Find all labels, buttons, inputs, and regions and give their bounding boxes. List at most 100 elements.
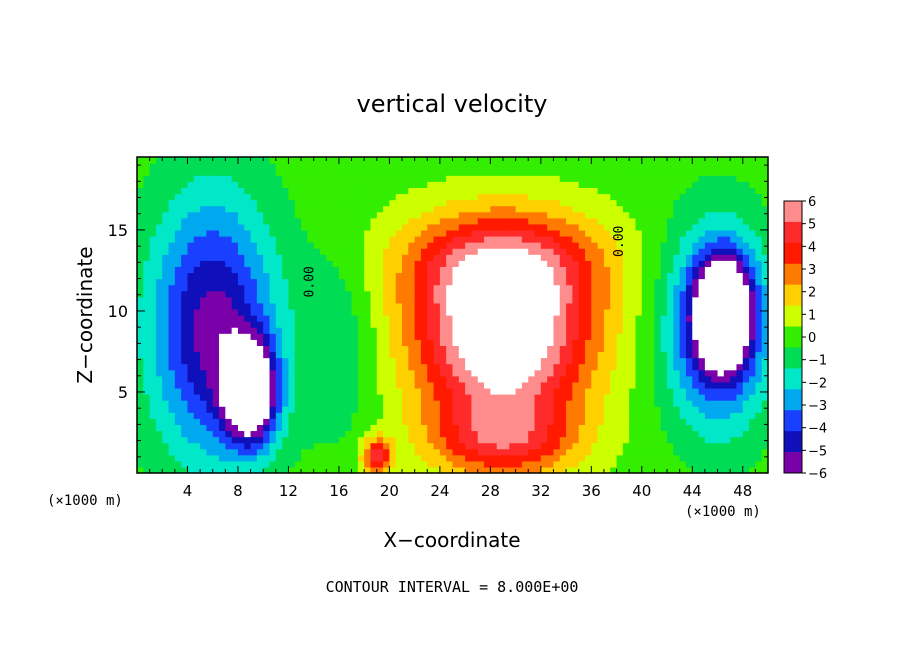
field-cell: [219, 278, 226, 286]
field-cell: [654, 412, 662, 419]
field-cell: [206, 321, 214, 328]
field-cell: [244, 308, 252, 316]
field-cell: [667, 454, 674, 462]
field-cell: [206, 345, 214, 353]
field-cell: [698, 351, 706, 359]
field-cell: [319, 448, 327, 456]
field-cell: [439, 387, 447, 395]
field-cell: [282, 387, 290, 395]
field-cell: [219, 199, 226, 207]
field-cell: [155, 454, 163, 462]
field-cell: [509, 175, 517, 182]
field-cell: [496, 339, 504, 346]
field-cell: [326, 211, 334, 219]
field-cell: [484, 357, 491, 365]
field-cell: [357, 157, 365, 164]
field-cell: [471, 308, 479, 316]
field-cell: [566, 375, 573, 383]
field-cell: [616, 211, 624, 219]
field-cell: [673, 315, 681, 322]
field-cell: [307, 296, 315, 304]
field-cell: [200, 157, 208, 164]
field-cell: [515, 442, 523, 450]
field-cell: [319, 211, 327, 219]
field-cell: [338, 418, 346, 425]
field-cell: [616, 266, 624, 274]
field-cell: [635, 211, 643, 219]
field-cell: [723, 175, 731, 182]
field-cell: [389, 321, 397, 328]
field-cell: [338, 181, 346, 188]
field-cell: [351, 315, 359, 322]
field-cell: [269, 181, 277, 188]
field-cell: [439, 278, 447, 286]
field-cell: [212, 169, 220, 176]
field-cell: [685, 381, 693, 389]
field-cell: [313, 327, 321, 334]
field-cell: [200, 442, 208, 450]
field-cell: [225, 193, 233, 201]
field-cell: [685, 339, 693, 346]
field-cell: [282, 436, 290, 444]
field-cell: [149, 460, 157, 468]
field-cell: [155, 321, 163, 328]
field-cell: [553, 381, 561, 389]
field-cell: [288, 236, 296, 243]
field-cell: [313, 333, 321, 340]
field-cell: [206, 442, 214, 450]
field-cell: [603, 436, 611, 444]
field-cell: [603, 163, 611, 170]
field-cell: [427, 260, 435, 267]
field-cell: [187, 248, 195, 255]
field-cell: [717, 448, 725, 456]
field-cell: [648, 394, 656, 401]
field-cell: [250, 424, 258, 432]
field-cell: [673, 272, 681, 280]
field-cell: [723, 442, 731, 450]
field-cell: [219, 302, 226, 310]
field-cell: [679, 381, 687, 389]
field-cell: [162, 205, 170, 213]
field-cell: [206, 242, 214, 249]
field-cell: [578, 296, 586, 304]
field-cell: [502, 175, 510, 182]
field-cell: [237, 272, 245, 280]
field-cell: [660, 278, 668, 286]
field-cell: [446, 157, 454, 164]
field-cell: [465, 229, 473, 237]
field-cell: [395, 302, 403, 310]
field-cell: [528, 436, 536, 444]
field-cell: [509, 254, 517, 261]
field-cell: [427, 205, 435, 213]
field-cell: [603, 284, 611, 292]
field-cell: [622, 466, 630, 473]
field-cell: [603, 211, 611, 219]
field-cell: [155, 266, 163, 274]
field-cell: [496, 430, 504, 438]
field-cell: [237, 211, 245, 219]
field-cell: [673, 345, 681, 353]
field-cell: [610, 345, 618, 353]
field-cell: [439, 363, 447, 371]
field-cell: [704, 199, 712, 207]
field-cell: [452, 406, 460, 413]
field-cell: [597, 199, 605, 207]
field-cell: [269, 454, 277, 462]
field-cell: [742, 454, 750, 462]
field-cell: [206, 248, 214, 255]
field-cell: [566, 302, 573, 310]
field-cell: [591, 345, 599, 353]
field-cell: [484, 181, 491, 188]
field-cell: [484, 436, 491, 444]
field-cell: [427, 163, 435, 170]
field-cell: [502, 345, 510, 353]
field-cell: [540, 242, 548, 249]
field-cell: [585, 424, 592, 432]
field-cell: [610, 351, 618, 359]
field-cell: [490, 175, 498, 182]
field-cell: [389, 363, 397, 371]
field-cell: [717, 406, 725, 413]
field-cell: [137, 217, 144, 225]
field-cell: [496, 400, 504, 407]
field-cell: [181, 242, 189, 249]
